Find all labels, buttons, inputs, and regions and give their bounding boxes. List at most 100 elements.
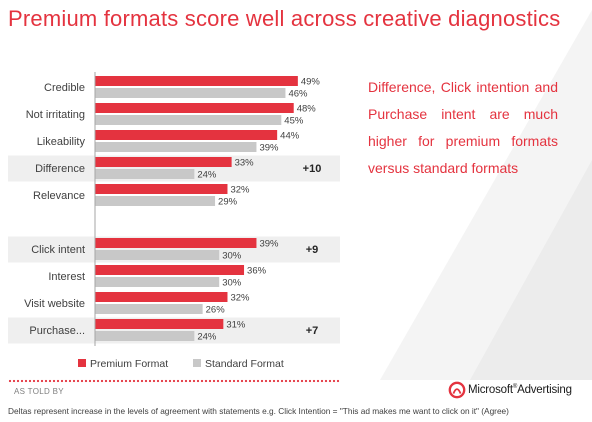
divider-dot: [192, 379, 196, 383]
footnote: Deltas represent increase in the levels …: [8, 406, 509, 416]
premium-bar: [95, 103, 294, 113]
premium-value-label: 48%: [297, 104, 317, 115]
category-label: Likeability: [37, 136, 86, 148]
premium-bar: [95, 238, 257, 248]
divider-dot: [48, 379, 52, 383]
divider-dot: [60, 379, 64, 383]
divider-dot: [92, 379, 96, 383]
divider-dot: [124, 379, 128, 383]
category-label: Click intent: [31, 244, 85, 256]
premium-bar: [95, 184, 228, 194]
divider-dot: [328, 379, 332, 383]
premium-bar: [95, 157, 232, 167]
divider-dot: [228, 379, 232, 383]
divider-dot: [164, 379, 168, 383]
divider-dot: [220, 379, 224, 383]
premium-bar: [95, 76, 298, 86]
divider-dot: [264, 379, 268, 383]
divider-dot: [36, 379, 40, 383]
divider-dot: [292, 379, 296, 383]
legend-standard-swatch: [193, 359, 201, 367]
divider-dot: [144, 379, 148, 383]
brand-name: Microsoft®Advertising: [468, 384, 572, 396]
divider-dot: [152, 379, 156, 383]
divider-dot: [80, 379, 84, 383]
premium-value-label: 33%: [235, 158, 255, 169]
premium-bar: [95, 319, 224, 329]
divider-dot: [88, 379, 92, 383]
divider-dot: [224, 379, 228, 383]
divider-dot: [72, 379, 76, 383]
category-label: Difference: [35, 163, 85, 175]
divider-dot: [116, 379, 120, 383]
divider-dot: [272, 379, 276, 383]
divider-dot: [28, 379, 32, 383]
divider-dot: [52, 379, 56, 383]
divider-dot: [128, 379, 132, 383]
divider-dot: [32, 379, 36, 383]
divider-dot: [16, 379, 20, 383]
legend-standard-label: Standard Format: [205, 358, 284, 370]
premium-value-label: 44%: [280, 131, 300, 142]
standard-value-label: 29%: [218, 197, 238, 208]
divider-dot: [12, 379, 16, 383]
page-title: Premium formats score well across creati…: [8, 6, 561, 31]
divider-dot: [20, 379, 24, 383]
told-by-label: AS TOLD BY: [14, 387, 64, 396]
divider-dot: [108, 379, 112, 383]
divider-dot: [268, 379, 272, 383]
standard-bar: [95, 250, 220, 260]
standard-value-label: 26%: [206, 305, 226, 316]
category-label: Visit website: [24, 298, 85, 310]
category-label: Credible: [44, 82, 85, 94]
category-label: Relevance: [33, 190, 85, 202]
divider-dot: [336, 379, 340, 383]
divider-dot: [276, 379, 280, 383]
divider-dot: [284, 379, 288, 383]
divider-dot: [196, 379, 200, 383]
divider-dot: [312, 379, 316, 383]
divider-dot: [56, 379, 60, 383]
divider-dot: [208, 379, 212, 383]
premium-value-label: 39%: [259, 239, 279, 250]
divider-dot: [44, 379, 48, 383]
premium-bar: [95, 130, 278, 140]
delta-label: +10: [303, 163, 322, 175]
delta-label: +9: [306, 244, 319, 256]
divider-dot: [296, 379, 300, 383]
premium-value-label: 32%: [230, 185, 250, 196]
standard-bar: [95, 196, 216, 206]
divider-dot: [120, 379, 124, 383]
divider-dot: [324, 379, 328, 383]
divider-dot: [316, 379, 320, 383]
divider-dot: [244, 379, 248, 383]
legend-premium-label: Premium Format: [90, 358, 168, 370]
category-label: Not irritating: [26, 109, 85, 121]
divider-dot: [68, 379, 72, 383]
divider-dot: [200, 379, 204, 383]
divider-dot: [240, 379, 244, 383]
standard-bar: [95, 304, 203, 314]
divider-dot: [136, 379, 140, 383]
category-label: Purchase...: [29, 325, 85, 337]
standard-bar: [95, 169, 195, 179]
microsoft-advertising-logo: Microsoft®Advertising: [448, 381, 572, 399]
divider-dot: [320, 379, 324, 383]
divider-dot: [280, 379, 284, 383]
premium-value-label: 49%: [301, 77, 321, 88]
standard-bar: [95, 88, 286, 98]
standard-value-label: 24%: [197, 332, 217, 343]
ribbon-logo-icon: [448, 381, 466, 399]
divider-dot: [256, 379, 260, 383]
divider-dot: [260, 379, 264, 383]
divider-dot: [132, 379, 136, 383]
legend-premium-swatch: [78, 359, 86, 367]
divider-dot: [216, 379, 220, 383]
divider-dot: [100, 379, 104, 383]
divider-dot: [64, 379, 68, 383]
divider-dot: [84, 379, 88, 383]
divider-dot: [140, 379, 144, 383]
premium-bar: [95, 292, 228, 302]
divider-dot: [236, 379, 240, 383]
